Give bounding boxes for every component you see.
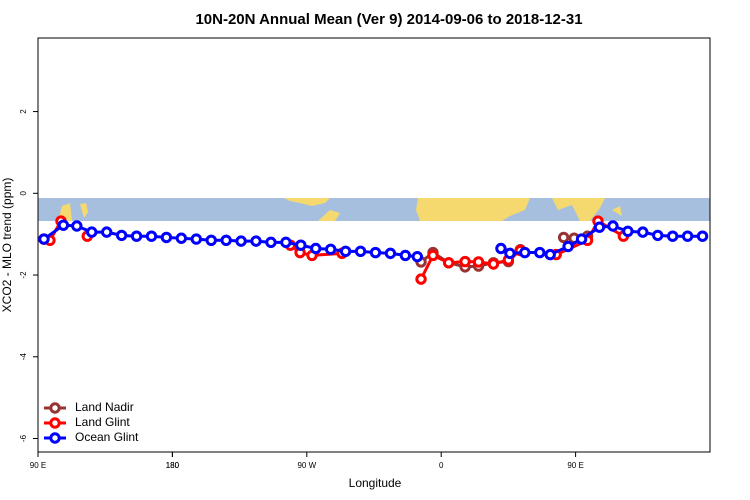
data-point bbox=[339, 245, 352, 258]
data-point bbox=[384, 247, 397, 260]
data-point bbox=[557, 231, 570, 244]
x-axis-label: Longitude bbox=[349, 476, 402, 490]
x-tick-label: 90 E bbox=[567, 461, 583, 470]
data-point bbox=[622, 225, 634, 238]
data-point bbox=[160, 231, 173, 244]
y-tick-label: -6 bbox=[19, 434, 28, 442]
data-point bbox=[57, 219, 70, 231]
data-point bbox=[442, 257, 455, 269]
data-point bbox=[190, 233, 202, 245]
data-point bbox=[115, 229, 128, 242]
data-point bbox=[235, 235, 247, 247]
x-tick-label: 90 E bbox=[30, 461, 46, 470]
map-strip bbox=[38, 198, 710, 221]
data-point bbox=[369, 246, 382, 259]
legend-marker bbox=[49, 432, 61, 444]
data-point bbox=[175, 232, 188, 244]
data-point bbox=[575, 233, 588, 245]
x-tick-label: 90 W bbox=[297, 461, 316, 470]
data-point bbox=[544, 248, 556, 261]
data-point bbox=[295, 239, 307, 251]
legend-label: Ocean Glint bbox=[75, 430, 139, 444]
data-point bbox=[607, 220, 619, 232]
legend-label: Land Glint bbox=[75, 415, 130, 429]
data-point bbox=[145, 230, 158, 242]
data-point bbox=[427, 249, 439, 262]
data-point bbox=[205, 234, 217, 247]
chart-title: 10N-20N Annual Mean (Ver 9) 2014-09-06 t… bbox=[195, 11, 582, 28]
legend-marker bbox=[49, 402, 61, 414]
data-point bbox=[250, 235, 262, 247]
data-point bbox=[504, 247, 516, 260]
data-point bbox=[86, 226, 98, 238]
data-point bbox=[459, 255, 471, 268]
data-point bbox=[220, 234, 232, 247]
y-tick-label: 0 bbox=[19, 191, 28, 196]
y-tick-label: -2 bbox=[19, 271, 28, 279]
data-point bbox=[100, 226, 113, 238]
data-point bbox=[71, 220, 83, 232]
plot-frame bbox=[37, 37, 711, 453]
data-point bbox=[681, 230, 694, 242]
legend-marker bbox=[49, 417, 61, 429]
y-tick-label: -4 bbox=[19, 353, 28, 361]
data-point bbox=[696, 230, 709, 242]
series-line bbox=[289, 244, 343, 257]
x-tick-label: 180 bbox=[166, 461, 180, 470]
y-tick-label: 2 bbox=[19, 109, 28, 114]
data-point bbox=[534, 246, 546, 259]
data-point bbox=[593, 221, 606, 233]
data-point bbox=[130, 230, 143, 242]
data-point bbox=[472, 256, 485, 268]
data-point bbox=[399, 249, 412, 262]
data-point bbox=[265, 236, 277, 249]
data-point bbox=[519, 246, 531, 259]
data-point bbox=[487, 258, 500, 270]
data-point bbox=[666, 230, 679, 242]
data-point bbox=[495, 242, 507, 255]
legend-label: Land Nadir bbox=[75, 400, 134, 414]
x-tick-label: 180 bbox=[166, 461, 180, 470]
data-point bbox=[38, 233, 50, 245]
y-axis-label: XCO2 - MLO trend (ppm) bbox=[0, 178, 14, 313]
data-point bbox=[280, 236, 292, 249]
data-point bbox=[354, 245, 367, 258]
x-tick-label: 0 bbox=[439, 461, 444, 470]
data-point bbox=[637, 226, 649, 238]
data-point bbox=[562, 240, 574, 253]
data-point bbox=[324, 243, 337, 255]
data-point bbox=[310, 242, 322, 255]
data-point bbox=[652, 229, 664, 242]
data-point bbox=[411, 250, 424, 263]
data-point bbox=[415, 273, 427, 285]
